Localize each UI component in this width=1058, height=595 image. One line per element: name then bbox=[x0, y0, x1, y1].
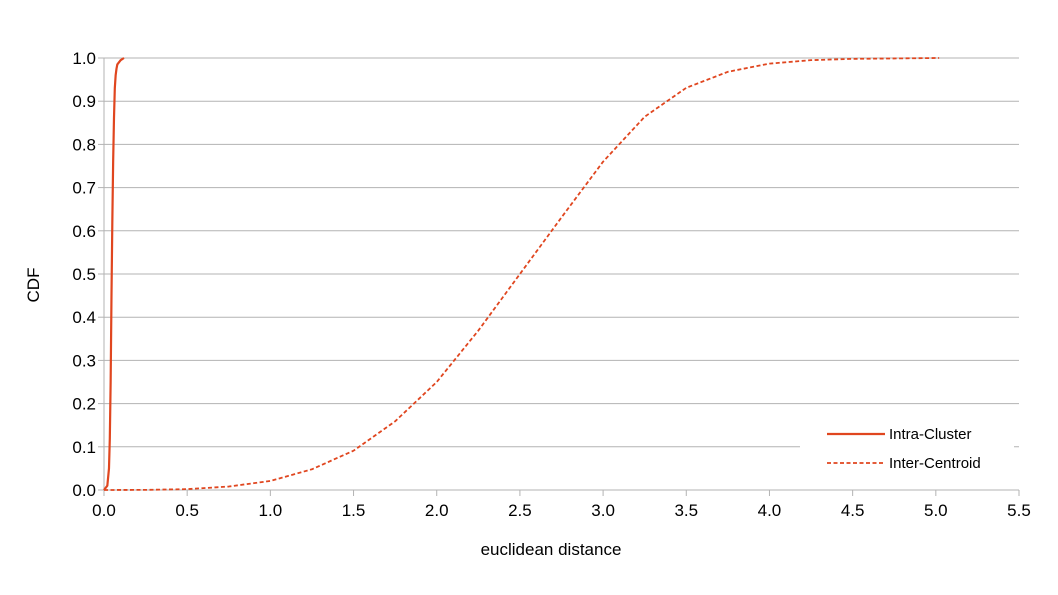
y-tick-label: 1.0 bbox=[72, 49, 96, 68]
y-tick-label: 0.5 bbox=[72, 265, 96, 284]
x-tick-label: 0.0 bbox=[92, 501, 116, 520]
y-tick-label: 0.4 bbox=[72, 308, 96, 327]
x-tick-label: 3.5 bbox=[674, 501, 698, 520]
series-line-intra-cluster bbox=[103, 57, 125, 491]
grid-lines bbox=[104, 57, 1019, 491]
x-axis-title: euclidean distance bbox=[481, 540, 622, 559]
x-tick-label: 5.0 bbox=[924, 501, 948, 520]
series-lines bbox=[103, 57, 940, 491]
y-tick-label: 0.9 bbox=[72, 92, 96, 111]
y-tick-label: 0.6 bbox=[72, 222, 96, 241]
x-tick-label: 1.5 bbox=[342, 501, 366, 520]
y-tick-label: 0.3 bbox=[72, 351, 96, 370]
x-tick-label: 3.0 bbox=[591, 501, 615, 520]
x-tick-label: 1.0 bbox=[259, 501, 283, 520]
y-tick-label: 0.0 bbox=[72, 481, 96, 500]
x-tick-label: 5.5 bbox=[1007, 501, 1031, 520]
y-tick-label: 0.1 bbox=[72, 438, 96, 457]
y-tick-labels: 0.0 0.1 0.2 0.3 0.4 0.5 0.6 0.7 0.8 0.9 1.0 bbox=[72, 49, 96, 500]
x-tick-labels: 0.0 0.5 1.0 1.5 2.0 2.5 3.0 3.5 4.0 4.5 5.0 5.5 bbox=[92, 501, 1031, 520]
x-tick-label: 0.5 bbox=[175, 501, 199, 520]
y-tick-label: 0.8 bbox=[72, 135, 96, 154]
series-line-inter-centroid bbox=[103, 57, 940, 491]
x-tick-label: 2.0 bbox=[425, 501, 449, 520]
y-axis-title: CDF bbox=[24, 268, 43, 303]
legend-label-intra-cluster: Intra-Cluster bbox=[889, 426, 972, 443]
x-tick-label: 4.5 bbox=[841, 501, 865, 520]
legend-label-inter-centroid: Inter-Centroid bbox=[889, 455, 981, 472]
x-tick-label: 2.5 bbox=[508, 501, 532, 520]
x-tick-label: 4.0 bbox=[758, 501, 782, 520]
y-tick-label: 0.2 bbox=[72, 395, 96, 414]
legend: Intra-Cluster Inter-Centroid bbox=[800, 420, 1014, 482]
y-tick-label: 0.7 bbox=[72, 179, 96, 198]
axes bbox=[98, 57, 1020, 496]
legend-background bbox=[800, 420, 1014, 482]
